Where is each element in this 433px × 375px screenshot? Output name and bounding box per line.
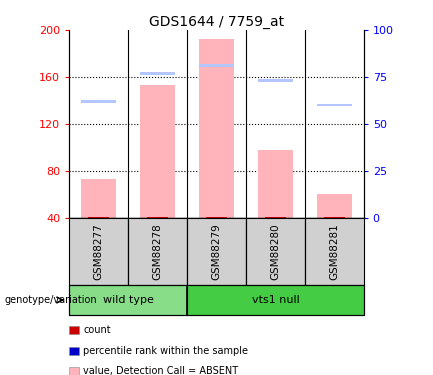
Text: percentile rank within the sample: percentile rank within the sample [83,346,248,355]
Text: GDS1644 / 7759_at: GDS1644 / 7759_at [149,15,284,29]
Bar [128,217,187,285]
Bar [140,72,175,75]
Bar [317,194,352,217]
Bar [258,150,293,217]
Bar [246,217,305,285]
Bar [69,326,79,334]
Bar [305,217,364,285]
Text: GSM88281: GSM88281 [329,223,339,280]
Bar [199,39,234,218]
Bar [69,367,79,375]
Text: GSM88279: GSM88279 [211,223,222,280]
Bar [81,100,116,103]
Bar [69,217,128,285]
Bar [187,285,364,315]
Text: wild type: wild type [103,295,154,305]
Text: genotype/variation: genotype/variation [4,295,97,305]
Bar [265,217,286,218]
Text: GSM88280: GSM88280 [270,223,281,280]
Bar [140,85,175,218]
Text: value, Detection Call = ABSENT: value, Detection Call = ABSENT [83,366,238,375]
Bar [324,217,345,218]
Text: count: count [83,325,111,335]
Text: GSM88277: GSM88277 [94,223,104,280]
Bar [69,285,187,315]
Bar [147,217,168,218]
Bar [206,217,227,218]
Bar [187,217,246,285]
Bar [317,104,352,106]
Text: vts1 null: vts1 null [252,295,299,305]
Text: GSM88278: GSM88278 [152,223,163,280]
Bar [88,217,109,218]
Bar [69,346,79,355]
Bar [199,64,234,67]
Bar [258,79,293,82]
Bar [81,179,116,218]
